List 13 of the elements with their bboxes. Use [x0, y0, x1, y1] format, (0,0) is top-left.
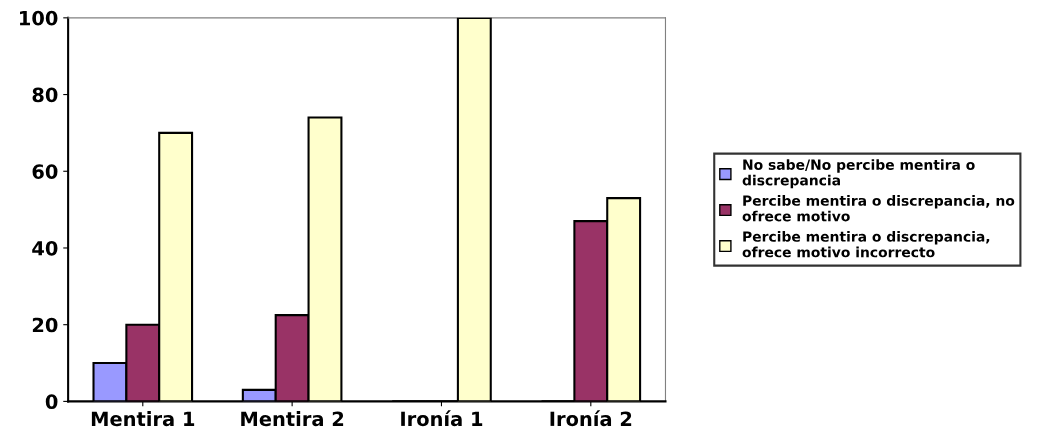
y-tick-label: 40 [32, 240, 58, 256]
y-tick-label: 100 [20, 10, 58, 26]
x-tick-label: Ironía 1 [401, 410, 483, 427]
y-tick-label: 20 [32, 317, 58, 333]
x-tick-label: Mentira 2 [241, 411, 344, 427]
x-tick-label: Ironía 2 [550, 410, 632, 427]
x-tick-label: Mentira 1 [91, 411, 195, 427]
y-tick-label: 80 [32, 87, 58, 103]
legend-label: Percibe mentira o discrepancia, ofrece motivo incorrecto [742, 231, 990, 258]
y-tick-label: 0 [45, 394, 58, 410]
legend-label: No sabe/No percibe mentira o discrepancia [742, 159, 975, 189]
y-tick-label: 60 [32, 164, 58, 179]
legend-label: Percibe mentira o discrepancia, no ofrece motivo [742, 195, 1015, 222]
